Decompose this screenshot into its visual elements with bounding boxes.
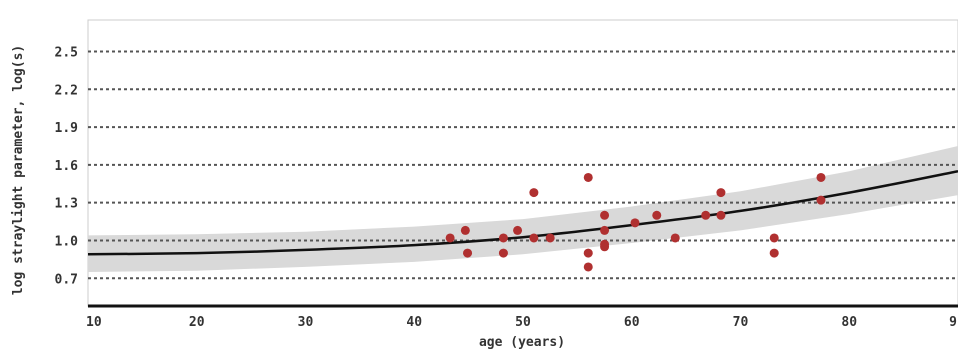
gridlines <box>88 50 958 280</box>
y-tick-label: 1.3 <box>55 197 78 212</box>
data-point <box>513 225 523 235</box>
x-tick-label: 20 <box>189 315 205 330</box>
data-point <box>701 210 711 220</box>
data-point <box>652 210 662 220</box>
x-tick-label: 50 <box>515 315 531 330</box>
data-point <box>769 248 779 258</box>
y-axis-label: log straylight parameter, log(s) <box>11 45 26 295</box>
data-point <box>716 188 726 198</box>
y-tick-label: 1.6 <box>55 159 79 174</box>
data-point <box>816 172 826 182</box>
data-point <box>460 225 470 235</box>
data-point <box>600 242 610 252</box>
data-points <box>445 172 826 272</box>
data-point <box>463 248 473 258</box>
y-tick-label: 1.0 <box>55 234 79 249</box>
x-axis-ticks: 10 20 30 40 50 60 70 80 9 <box>86 315 957 330</box>
x-tick-label: 40 <box>406 315 422 330</box>
x-tick-label: 9 <box>949 315 957 330</box>
data-point <box>600 210 610 220</box>
y-tick-label: 1.9 <box>55 121 78 136</box>
y-tick-label: 0.7 <box>55 272 78 287</box>
data-point <box>529 233 539 243</box>
data-point <box>716 210 726 220</box>
y-tick-label: 2.5 <box>55 45 78 60</box>
data-point <box>529 188 539 198</box>
fit-curve <box>88 169 958 256</box>
data-point <box>583 172 593 182</box>
x-tick-label: 10 <box>86 315 102 330</box>
y-tick-label: 2.2 <box>55 83 78 98</box>
data-point <box>630 218 640 228</box>
x-tick-label: 30 <box>298 315 314 330</box>
data-point <box>816 195 826 205</box>
x-tick-label: 70 <box>733 315 749 330</box>
data-point <box>583 248 593 258</box>
data-point <box>445 233 455 243</box>
x-tick-label: 80 <box>841 315 857 330</box>
fit-curve-layer <box>88 169 958 256</box>
data-point <box>769 233 779 243</box>
data-point <box>600 225 610 235</box>
x-axis-label: age (years) <box>479 335 565 350</box>
data-point <box>670 233 680 243</box>
data-point <box>545 233 555 243</box>
y-axis-ticks: 0.7 1.0 1.3 1.6 1.9 2.2 2.5 <box>55 45 79 287</box>
x-tick-label: 60 <box>624 315 640 330</box>
data-point <box>583 262 593 272</box>
data-point <box>498 233 508 243</box>
data-point <box>498 248 508 258</box>
